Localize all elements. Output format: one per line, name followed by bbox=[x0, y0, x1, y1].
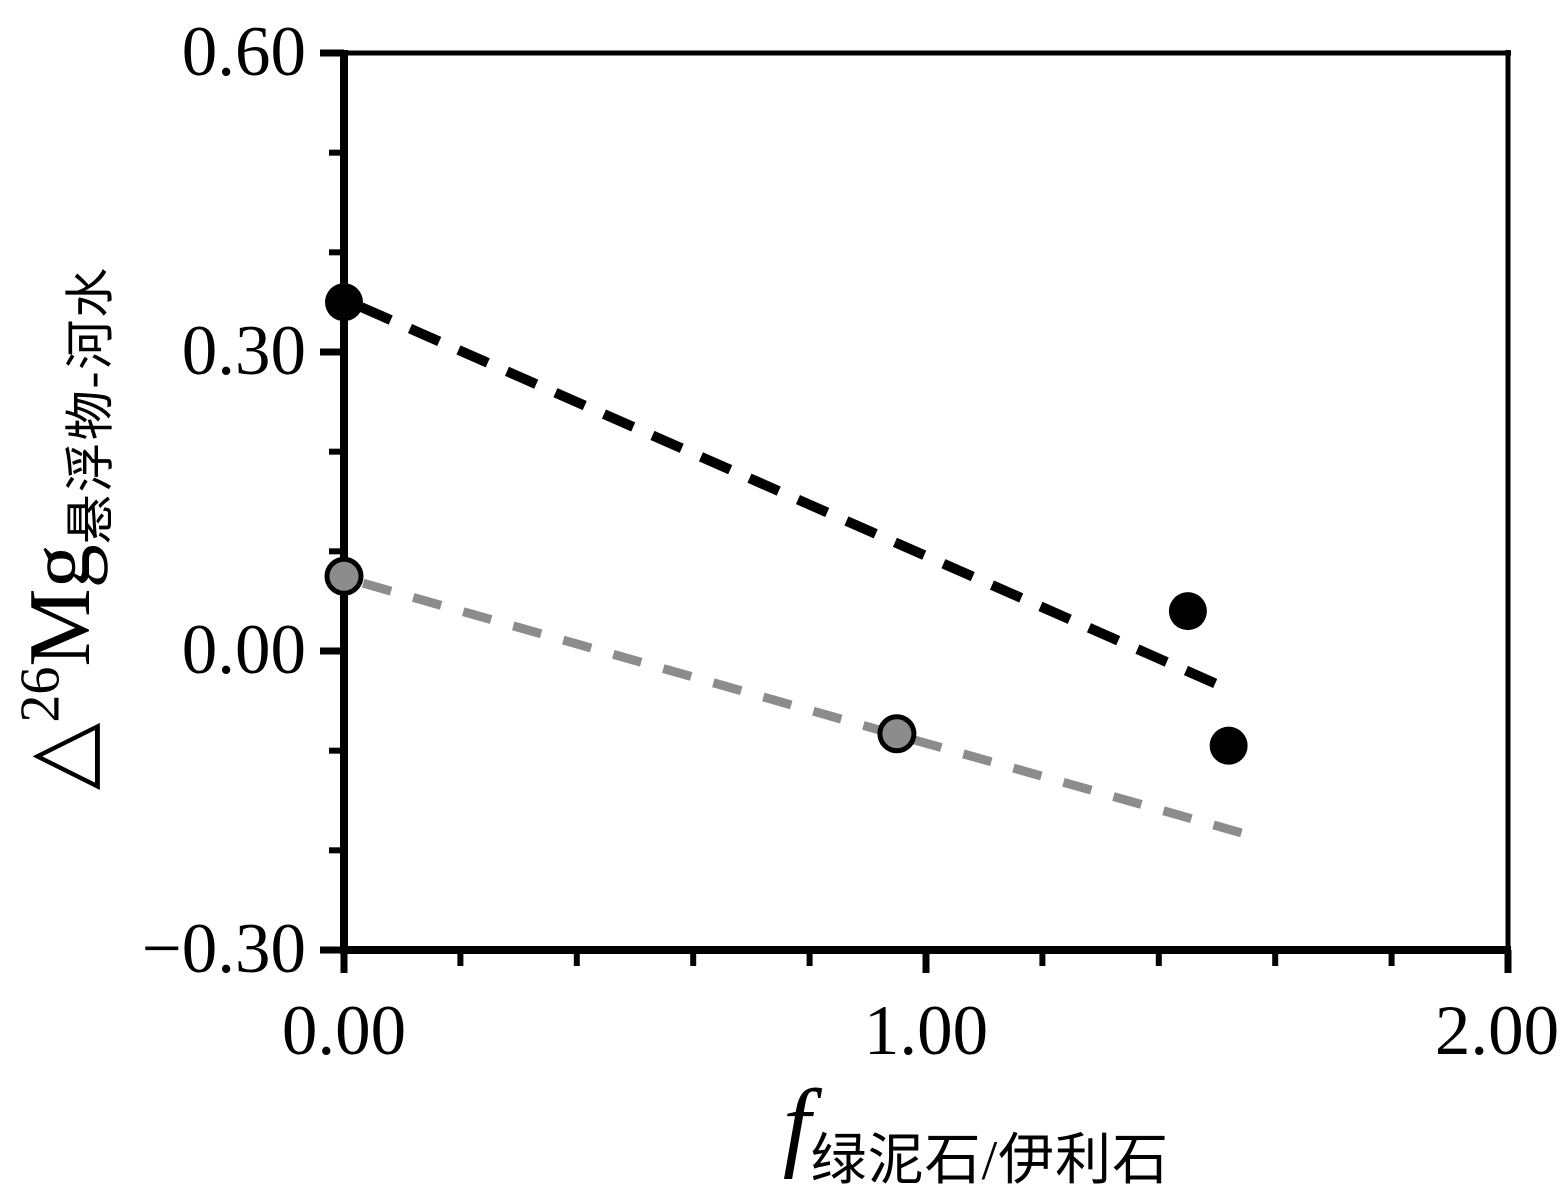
gray-series-point bbox=[877, 714, 917, 754]
gray-series-point bbox=[324, 556, 364, 596]
y-title-element: Mg bbox=[11, 544, 109, 667]
y-title-subscript: 悬浮物-河水 bbox=[62, 265, 119, 545]
x-axis-title: f绿泥石/伊利石 bbox=[783, 1075, 1170, 1192]
gray-series-trend-line bbox=[361, 578, 1252, 840]
y-tick-label: 0.30 bbox=[181, 312, 306, 390]
black-series-point bbox=[1168, 592, 1207, 631]
x-title-symbol: f bbox=[782, 1069, 811, 1180]
y-axis-title: △26Mg悬浮物-河水 bbox=[9, 265, 119, 791]
x-tick-label: 1.00 bbox=[863, 992, 989, 1070]
y-tick-label: −0.30 bbox=[141, 910, 306, 988]
y-tick-label: 0.00 bbox=[181, 611, 306, 689]
x-title-subscript: 绿泥石/伊利石 bbox=[810, 1130, 1170, 1192]
black-series-point bbox=[325, 283, 363, 322]
y-title-superscript: 26 bbox=[9, 666, 72, 723]
y-tick-label: 0.60 bbox=[181, 13, 306, 91]
x-tick-label: 0.00 bbox=[281, 992, 407, 1070]
black-series-trend-line bbox=[359, 302, 1235, 696]
black-series-point bbox=[1209, 726, 1248, 765]
x-tick-label: 2.00 bbox=[1434, 992, 1560, 1070]
y-title-delta: △ bbox=[11, 722, 109, 791]
